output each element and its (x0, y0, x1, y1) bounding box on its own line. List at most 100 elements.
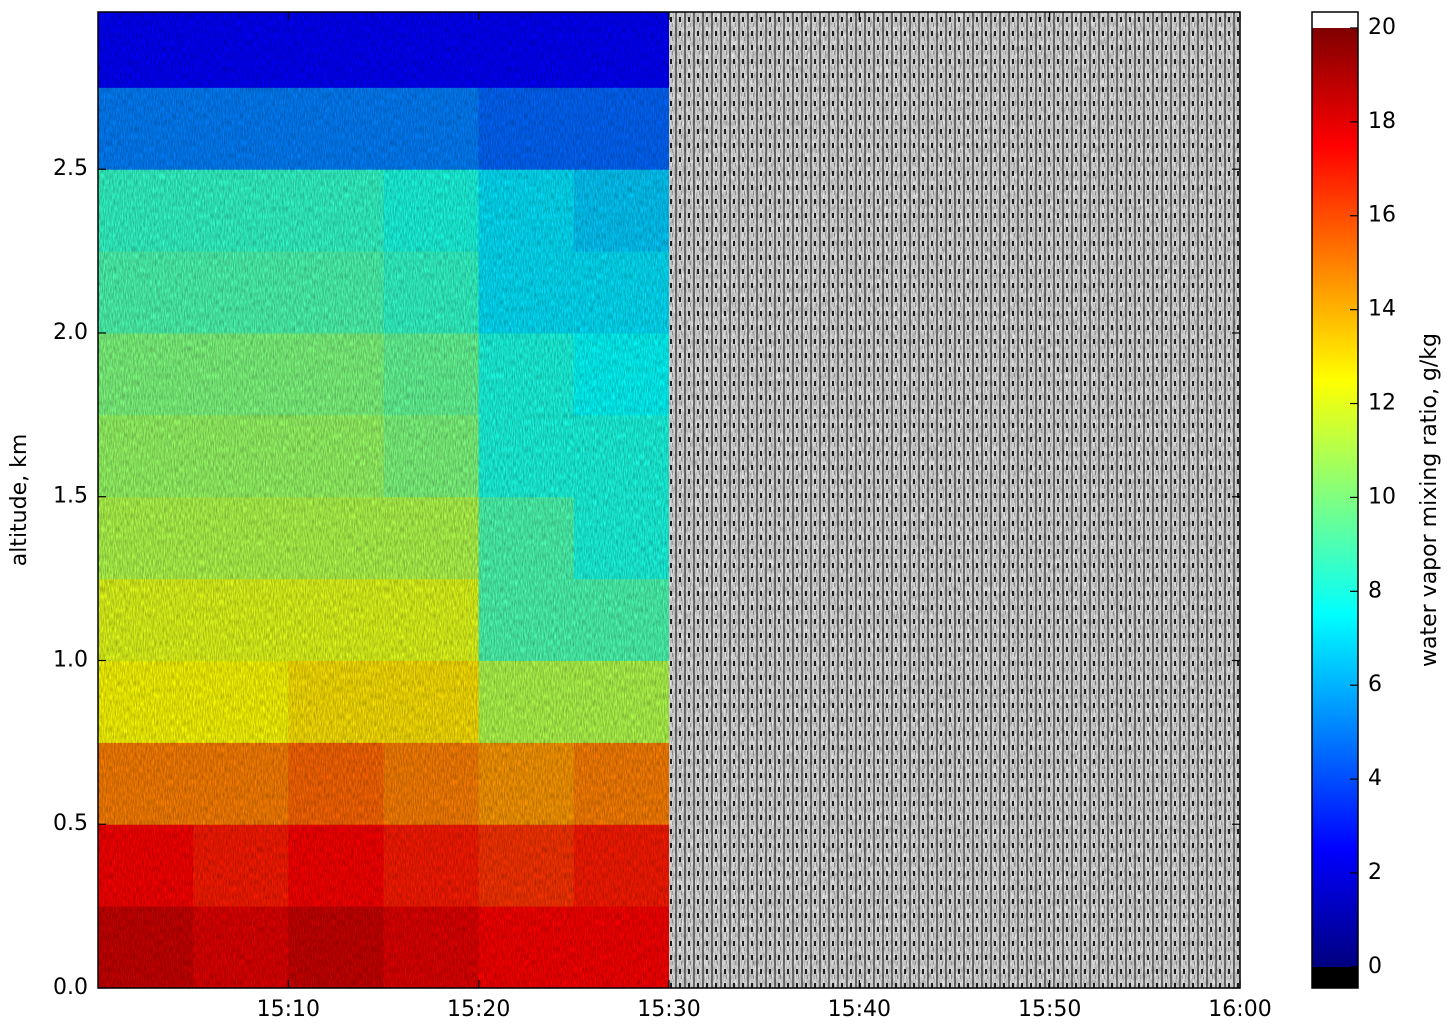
heatmap-cell (764, 87, 860, 170)
heatmap-cell (1049, 251, 1146, 334)
x-tick-label: 15:50 (1018, 997, 1081, 1022)
heatmap-cell (193, 87, 289, 170)
heatmap-cell (288, 742, 384, 825)
heatmap-cell (573, 87, 670, 170)
heatmap-cell (573, 414, 670, 498)
heatmap-cell (859, 251, 955, 334)
heatmap-cell (669, 824, 765, 907)
heatmap-cell (859, 742, 955, 825)
y-tick-label: 0.0 (53, 975, 88, 1000)
heatmap-cell (193, 169, 289, 252)
heatmap-cell (1144, 87, 1241, 170)
heatmap-cell (383, 332, 480, 416)
heatmap-cell (764, 169, 860, 252)
heatmap-cell (573, 578, 670, 661)
heatmap-cell (383, 414, 480, 498)
colorbar-tick-label: 16 (1368, 203, 1396, 228)
heatmap-cell (1144, 332, 1241, 416)
heatmap-cell (573, 169, 670, 252)
colorbar-tick-label: 4 (1368, 766, 1382, 791)
x-tick-label: 16:00 (1208, 997, 1271, 1022)
heatmap-cell (764, 251, 860, 334)
heatmap-cell (98, 12, 194, 88)
heatmap-cell (478, 169, 575, 252)
heatmap-cell (1049, 332, 1146, 416)
heatmap-cell (859, 906, 955, 989)
heatmap-cell (288, 414, 384, 498)
heatmap-cell (859, 824, 955, 907)
heatmap-cell (478, 414, 575, 498)
heatmap-cell (859, 578, 955, 661)
heatmap-cell (764, 332, 860, 416)
heatmap-cell (1049, 12, 1146, 88)
heatmap-cell (193, 824, 289, 907)
heatmap-cell (98, 742, 194, 825)
heatmap-cell (764, 742, 860, 825)
heatmap-cell (288, 87, 384, 170)
colorbar-tick-label: 2 (1368, 860, 1382, 885)
heatmap-cell (669, 169, 765, 252)
heatmap-cell (669, 87, 765, 170)
heatmap-cell (573, 251, 670, 334)
heatmap-cell (954, 906, 1051, 989)
heatmap (98, 12, 1241, 989)
heatmap-cell (98, 660, 194, 743)
heatmap-cell (764, 824, 860, 907)
heatmap-cell (954, 169, 1051, 252)
heatmap-cell (954, 578, 1051, 661)
heatmap-cell (1144, 414, 1241, 498)
heatmap-cell (1144, 578, 1241, 661)
colorbar (1311, 11, 1359, 989)
heatmap-cell (193, 906, 289, 989)
heatmap-cell (478, 578, 575, 661)
heatmap-cell (764, 414, 860, 498)
heatmap-cell (669, 742, 765, 825)
heatmap-cell (383, 742, 480, 825)
heatmap-cell (288, 578, 384, 661)
heatmap-cell (288, 12, 384, 88)
y-tick-label: 0.5 (53, 811, 88, 836)
heatmap-cell (193, 12, 289, 88)
heatmap-cell (383, 251, 480, 334)
heatmap-cell (669, 660, 765, 743)
heatmap-cell (1144, 496, 1241, 580)
heatmap-cell (573, 496, 670, 580)
heatmap-cell (478, 824, 575, 907)
heatmap-cell (98, 414, 194, 498)
heatmap-cell (954, 87, 1051, 170)
heatmap-cell (954, 742, 1051, 825)
heatmap-cell (383, 12, 480, 88)
heatmap-cell (1049, 660, 1146, 743)
colorbar-label: water vapor mixing ratio, g/kg (1417, 333, 1442, 667)
heatmap-cell (98, 496, 194, 580)
heatmap-cell (288, 169, 384, 252)
heatmap-cell (193, 414, 289, 498)
y-axis-label: altitude, km (7, 434, 32, 567)
heatmap-cell (1049, 742, 1146, 825)
heatmap-cell (669, 12, 765, 88)
heatmap-cell (954, 251, 1051, 334)
heatmap-cell (98, 824, 194, 907)
heatmap-cell (383, 824, 480, 907)
heatmap-cell (1144, 742, 1241, 825)
heatmap-cell (383, 169, 480, 252)
heatmap-cell (1144, 660, 1241, 743)
heatmap-cell (573, 660, 670, 743)
heatmap-cell (478, 251, 575, 334)
heatmap-cell (1144, 169, 1241, 252)
heatmap-cell (1144, 906, 1241, 989)
x-tick-label: 15:10 (257, 997, 320, 1022)
heatmap-cell (383, 578, 480, 661)
heatmap-cell (573, 742, 670, 825)
heatmap-cell (193, 251, 289, 334)
heatmap-cell (478, 660, 575, 743)
heatmap-cell (669, 251, 765, 334)
heatmap-cell (288, 660, 384, 743)
heatmap-cell (98, 169, 194, 252)
y-tick-label: 1.0 (53, 647, 88, 672)
heatmap-cell (1049, 496, 1146, 580)
heatmap-cell (1144, 824, 1241, 907)
heatmap-cell (98, 87, 194, 170)
heatmap-cell (383, 906, 480, 989)
